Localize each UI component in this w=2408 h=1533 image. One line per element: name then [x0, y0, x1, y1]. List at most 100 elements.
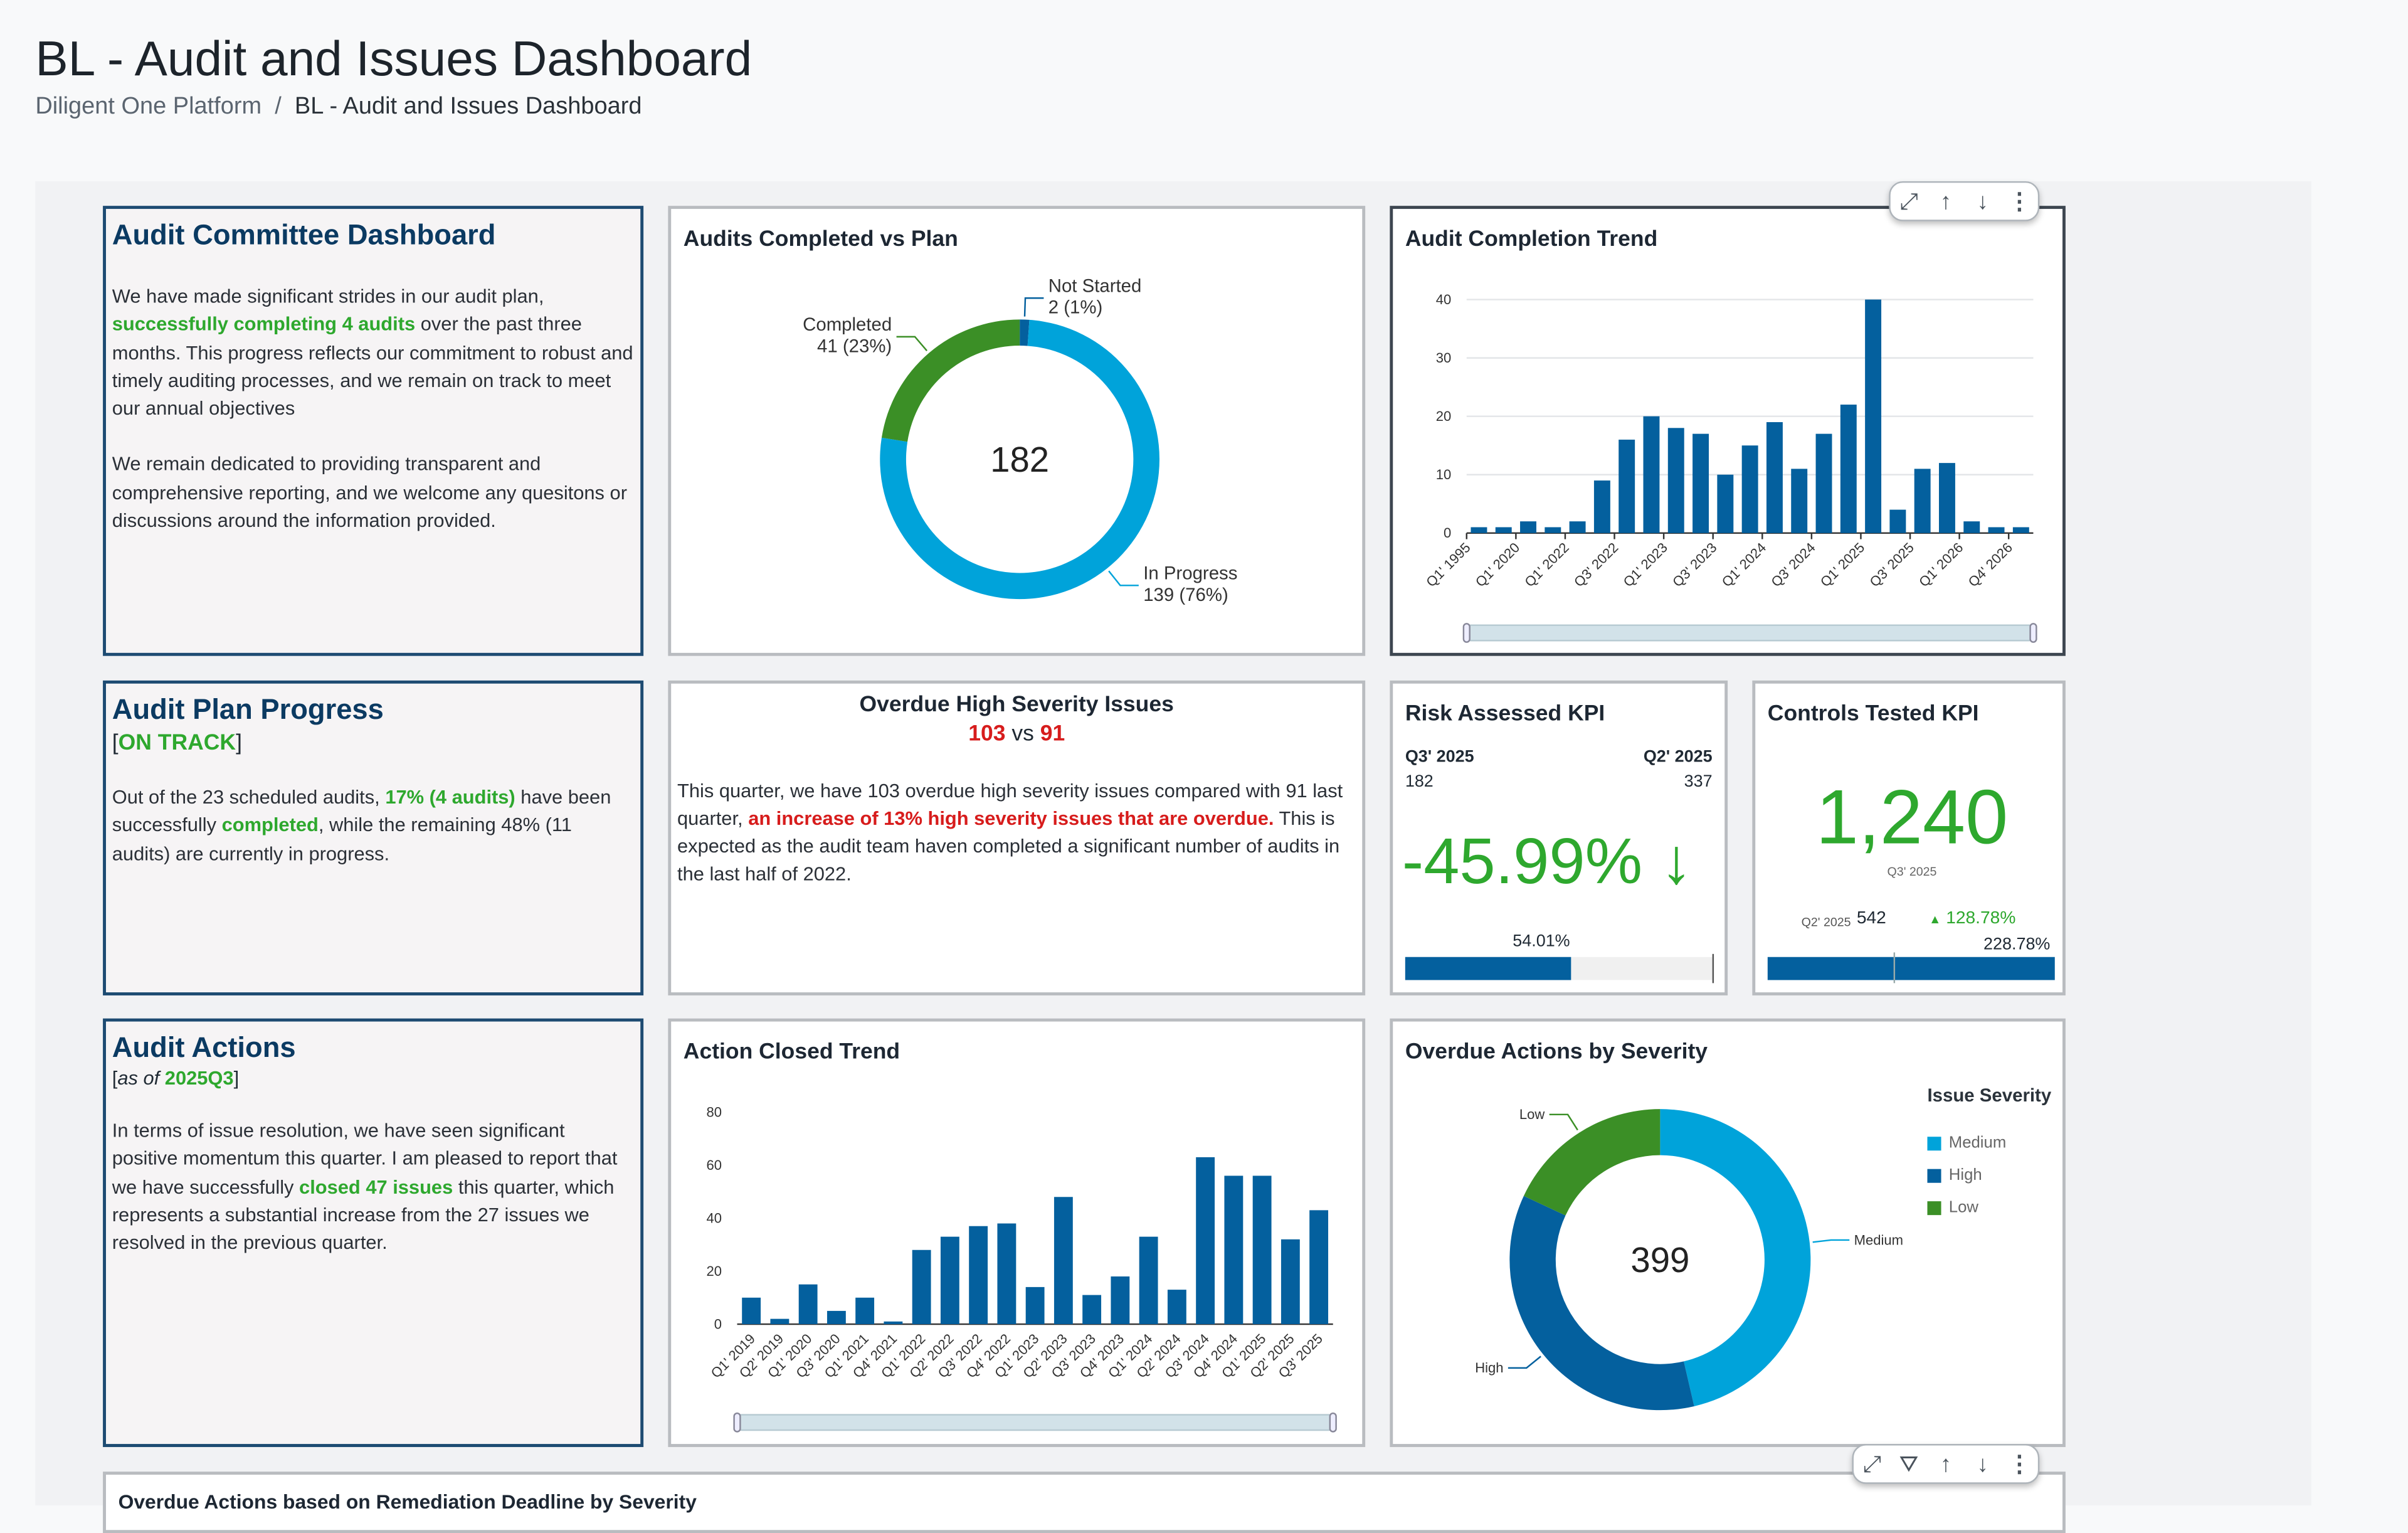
breadcrumb-home-link[interactable]: Diligent One Platform	[35, 93, 262, 120]
chart-title: Audits Completed vs Plan	[683, 227, 958, 252]
bar	[1791, 469, 1808, 533]
bar	[1889, 509, 1906, 533]
bar	[1865, 299, 1882, 533]
scrollbar-handle-left	[733, 1412, 741, 1433]
current-period-value: 182	[1405, 772, 1434, 792]
bar	[1593, 480, 1610, 533]
expand-icon[interactable]: ⤢	[1899, 188, 1918, 215]
arrow-up-icon[interactable]: ↑	[1940, 188, 1952, 215]
more-vertical-icon[interactable]: ⋮	[2008, 1451, 2031, 1478]
bar	[855, 1297, 875, 1325]
target-marker	[1893, 952, 1895, 984]
bar	[1692, 433, 1709, 533]
slice-label: Medium	[1854, 1232, 1903, 1248]
slice-value-label: 41 (23%)	[817, 336, 892, 356]
y-tick-label: 0	[714, 1316, 722, 1332]
y-tick-label: 0	[1444, 525, 1451, 541]
previous-period-value: 337	[1684, 772, 1713, 792]
highlight-text: closed 47 issues	[299, 1175, 453, 1198]
kpi-value-label: Q3' 2025	[1887, 864, 1937, 879]
x-tick-label: Q3' 2025	[1866, 539, 1916, 590]
bracket: ]	[233, 1068, 240, 1090]
more-vertical-icon[interactable]: ⋮	[2008, 189, 2031, 215]
slice-label: Low	[1519, 1106, 1545, 1122]
bar	[1471, 527, 1487, 533]
audits-completed-vs-plan-card[interactable]: Audits Completed vs Plan Not Started 2 (1…	[668, 206, 1366, 656]
donut-chart: Medium High Low 399	[1475, 1106, 1903, 1411]
bar	[1717, 474, 1734, 533]
bar	[1309, 1210, 1329, 1325]
x-tick-label: Q3' 2022	[1571, 539, 1621, 590]
scrollbar	[1465, 624, 2034, 642]
committee-paragraph-1: We have made significant strides in our …	[112, 283, 635, 423]
text: In terms of issue resolution, we have se…	[112, 1120, 618, 1198]
bar	[1224, 1175, 1244, 1325]
overdue-comparison: 103 vs 91	[677, 722, 1356, 746]
committee-paragraph-2: We remain dedicated to providing transpa…	[112, 454, 627, 532]
highlight-text: successfully completing 4 audits	[112, 314, 416, 336]
controls-tested-kpi-card[interactable]: Controls Tested KPI 1,240 Q3' 2025 Q2' 2…	[1752, 680, 2066, 995]
chart-title: Overdue Actions based on Remediation Dea…	[118, 1490, 697, 1514]
arrow-down-icon[interactable]: ↓	[1977, 188, 1988, 215]
bracket: [	[112, 731, 119, 756]
bar	[770, 1318, 789, 1325]
text: We have made significant strides in our …	[112, 285, 544, 307]
text: this quarter, which represents a substan…	[112, 1175, 615, 1254]
bar	[1252, 1175, 1272, 1325]
legend-label: Low	[1948, 1198, 1978, 1217]
bar	[1495, 527, 1512, 533]
plan-paragraph: Out of the 23 scheduled audits, 17% (4 a…	[112, 783, 635, 867]
progress-track	[1405, 957, 1713, 980]
overdue-high-severity-card[interactable]: Overdue High Severity Issues 103 vs 91 T…	[668, 680, 1366, 995]
page-title: BL - Audit and Issues Dashboard	[35, 30, 752, 87]
x-tick-label: Q1' 2020	[1472, 539, 1523, 590]
arrow-down-icon[interactable]: ↓	[1977, 1451, 1988, 1477]
slice-label: Not Started	[1048, 275, 1142, 296]
bar	[798, 1284, 818, 1325]
bar	[1643, 416, 1660, 533]
bar	[1619, 439, 1635, 533]
breadcrumb-current: BL - Audit and Issues Dashboard	[294, 93, 642, 120]
bar	[1815, 433, 1832, 533]
slice-label: In Progress	[1143, 563, 1237, 583]
remediation-deadline-card[interactable]: Overdue Actions based on Remediation Dea…	[103, 1472, 2066, 1533]
progress-fill	[1767, 957, 2055, 980]
scrollbar	[736, 1414, 1334, 1431]
period-text: 2025Q3	[164, 1068, 234, 1090]
scrollbar-handle-right	[2029, 623, 2037, 643]
legend-label: High	[1948, 1165, 1982, 1185]
text: over the past three months. This progres…	[112, 314, 633, 420]
text: Out of the 23 scheduled audits,	[112, 786, 386, 809]
legend-item[interactable]: High	[1927, 1166, 2006, 1184]
kpi-change: ▲ 128.78%	[1929, 910, 2015, 928]
text: have been successfully	[112, 786, 611, 836]
bar	[742, 1297, 761, 1325]
bar	[1766, 422, 1783, 533]
audit-completion-trend-card[interactable]: Audit Completion Trend 0 10 20 30 40 Q1' 1995…	[1390, 206, 2066, 656]
x-tick-label: Q4' 2026	[1965, 539, 2015, 590]
slice-value-label: 139 (76%)	[1143, 585, 1228, 605]
bar	[1840, 405, 1857, 533]
action-closed-trend-card[interactable]: Action Closed Trend 0 20 40 60 80 Q1' 2019 Q2'…	[668, 1018, 1366, 1447]
legend-item[interactable]: Medium	[1927, 1133, 2006, 1152]
bar	[969, 1226, 988, 1325]
x-tick-label: Q3' 2024	[1768, 539, 1818, 590]
legend-item[interactable]: Low	[1927, 1198, 2006, 1217]
card-title: Risk Assessed KPI	[1405, 702, 1605, 727]
change-value: 128.78%	[1946, 909, 2016, 928]
chart-title: Action Closed Trend	[683, 1039, 900, 1065]
bar	[1569, 521, 1586, 533]
bar	[912, 1249, 931, 1325]
y-tick-label: 40	[1436, 292, 1452, 307]
risk-assessed-kpi-card[interactable]: Risk Assessed KPI Q3' 2025 182 Q2' 2025 …	[1390, 680, 1728, 995]
arrow-up-icon[interactable]: ↑	[1940, 1451, 1952, 1477]
legend-swatch	[1927, 1200, 1941, 1214]
donut-slice	[1660, 1109, 1811, 1406]
expand-icon[interactable]: ⤢	[1862, 1451, 1882, 1477]
vs-text: vs	[1005, 722, 1040, 747]
card-toolbar: ⤢ ⛛ ↑ ↓ ⋮	[1852, 1444, 2040, 1484]
overdue-actions-by-severity-card[interactable]: Overdue Actions by Severity Medium High Lo…	[1390, 1018, 2066, 1447]
filter-icon[interactable]: ⛛	[1899, 1451, 1919, 1477]
leader-line	[1108, 570, 1139, 586]
